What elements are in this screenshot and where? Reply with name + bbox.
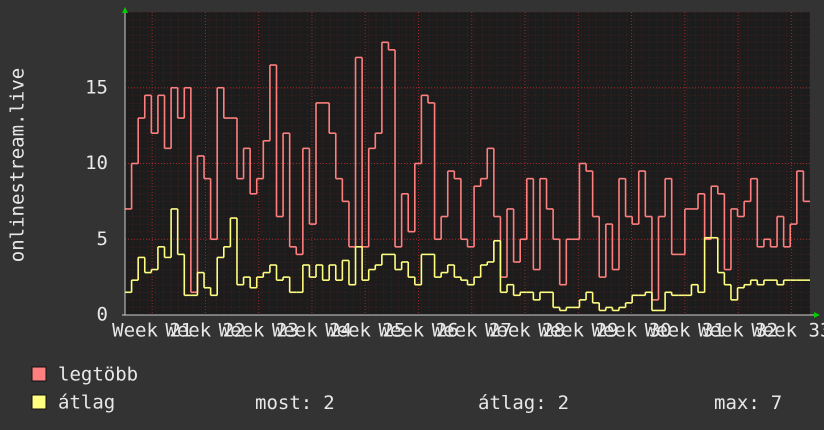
x-tick-label: Week 32 [698,320,778,342]
x-tick-label: Week 22 [165,320,245,342]
y-tick-label: 10 [85,152,108,174]
legend-label: legtöbb [58,364,138,386]
x-tick-label: Week 26 [378,320,458,342]
stat-value: 2 [558,392,569,414]
stat-label: max: [714,392,760,414]
x-tick-label: Week 25 [325,320,405,342]
stat: átlag: 2 [478,392,569,414]
stat-label: átlag: [478,392,547,414]
y-tick-label: 0 [97,304,108,326]
x-tick-label: Week 28 [485,320,565,342]
lines [125,41,810,312]
x-tick-label: Week 31 [645,320,725,342]
axis-arrow [814,312,820,318]
axis-arrow [122,7,128,13]
x-tick-label: Week 21 [112,320,192,342]
y-axis-label: onlinestream.live [7,68,29,262]
stat: most: 2 [255,392,335,414]
x-tick-label: Week 33 [751,320,824,342]
stat-label: most: [255,392,312,414]
x-tick-label: Week 23 [219,320,299,342]
stat-value: 2 [323,392,334,414]
y-tick-label: 5 [97,228,108,250]
x-tick-label: Week 24 [272,320,352,342]
legend-label: átlag [58,392,115,414]
legend-swatch [31,394,47,410]
x-tick-label: Week 30 [592,320,672,342]
grid [125,12,810,316]
legend-swatch [31,366,47,382]
legend: legtöbb átlag most: 2 átlag: 2 max: 7 [31,364,782,414]
stat: max: 7 [714,392,782,414]
x-tick-label: Week 27 [432,320,512,342]
stat-value: 7 [771,392,782,414]
y-tick-label: 15 [85,76,108,98]
x-tick-label: Week 29 [538,320,618,342]
